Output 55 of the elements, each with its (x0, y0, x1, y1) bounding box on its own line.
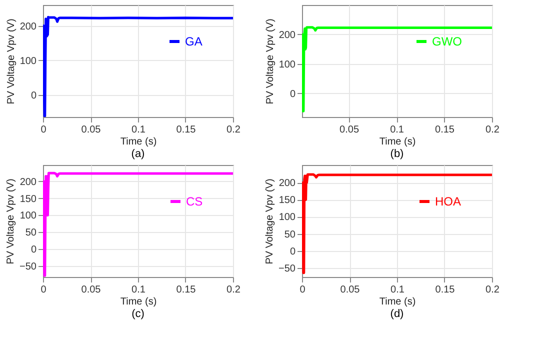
legend-label: GWO (432, 34, 462, 48)
x-tick-label: 0.1 (390, 284, 405, 296)
y-tick-label: 0 (30, 90, 37, 102)
text: (c) (132, 308, 144, 320)
y-tick-label: 100 (278, 212, 296, 224)
x-axis-title: Time (s) (120, 296, 157, 308)
x-tick-label: 0.05 (340, 284, 360, 296)
x-tick-label: 0.2 (226, 124, 241, 136)
x-tick-label: 0 (40, 124, 47, 136)
x-tick-label: 0.05 (81, 124, 102, 136)
y-tick-label: 50 (25, 228, 37, 239)
y-tick-label: 50 (284, 229, 296, 240)
y-tick-label: 200 (20, 176, 37, 188)
x-tick-label: 0.1 (132, 284, 146, 296)
y-axis-title: PV Voltage Vpv (V) (6, 18, 17, 104)
y-tick-label: 200 (20, 21, 37, 32)
y-tick-label: −50 (278, 263, 296, 274)
y-tick-label: 150 (278, 195, 296, 206)
text: (b) (390, 148, 404, 160)
line-series (302, 26, 492, 112)
y-tick-label: −50 (20, 262, 37, 273)
y-tick-label: 0 (290, 88, 296, 100)
x-tick-label: 0.15 (176, 284, 196, 296)
x-tick-label: 0.15 (435, 284, 456, 296)
x-tick-label: 0.2 (226, 284, 241, 296)
x-tick-label: 0 (300, 284, 306, 296)
text: (a) (131, 148, 145, 160)
y-tick-label: 150 (20, 194, 37, 205)
x-axis-title: Time (s) (379, 296, 416, 308)
y-axis-title: PV Voltage Vpv (V) (264, 178, 276, 264)
x-tick-label: 0.05 (340, 124, 360, 136)
x-tick-label: 0.05 (81, 284, 102, 296)
y-tick-label: 100 (20, 56, 37, 67)
y-tick-label: 200 (278, 30, 296, 41)
y-tick-label: 100 (20, 210, 37, 222)
x-tick-label: 0.1 (132, 124, 146, 136)
y-tick-label: 200 (278, 178, 296, 190)
legend-label: CS (186, 194, 203, 208)
legend-label: GA (185, 34, 202, 48)
line-series (302, 173, 492, 274)
x-tick-label: 0.2 (486, 124, 500, 136)
x-tick-label: 0.2 (486, 284, 500, 296)
x-tick-label: 0.15 (176, 124, 196, 136)
x-tick-label: 0.1 (390, 124, 404, 136)
x-axis-title: Time (s) (379, 136, 416, 148)
y-tick-label: 0 (290, 246, 296, 258)
x-tick-label: 0 (40, 284, 47, 296)
y-tick-label: 0 (30, 244, 37, 256)
x-tick-label: 0.15 (435, 124, 455, 136)
y-axis-title: PV Voltage Vpv (V) (6, 178, 17, 264)
text: (d) (390, 308, 404, 320)
x-axis-title: Time (s) (120, 136, 157, 148)
y-axis-title: PV Voltage Vpv (V) (264, 18, 276, 104)
legend-label: HOA (435, 194, 462, 208)
y-tick-label: 100 (278, 59, 296, 70)
